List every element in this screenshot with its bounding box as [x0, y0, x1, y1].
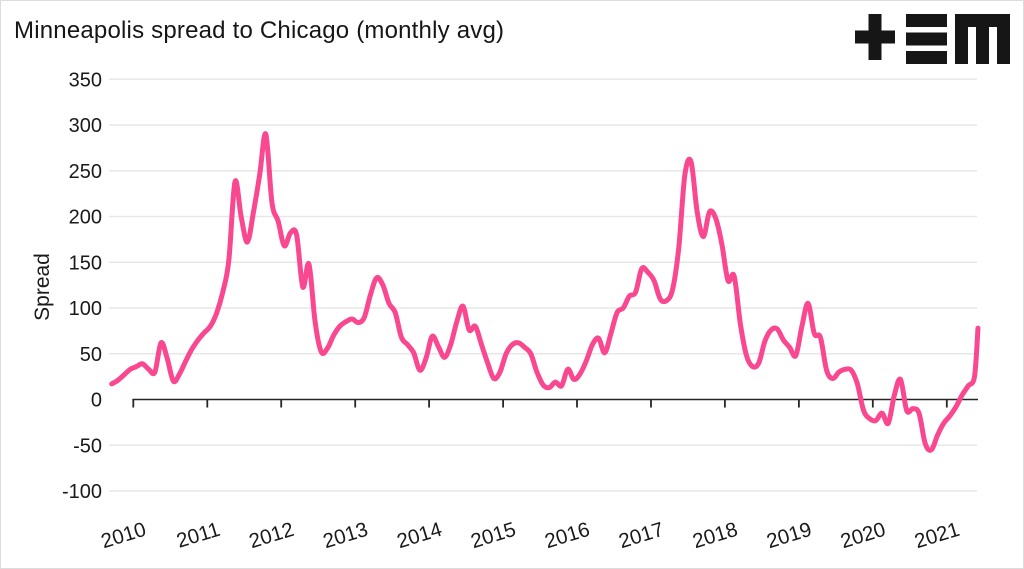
- y-axis-title: Spread: [31, 253, 54, 321]
- y-tick-label: -100: [62, 481, 102, 503]
- y-tick-label: 300: [69, 115, 102, 137]
- y-tick-label: -50: [73, 435, 102, 457]
- x-tick-label: 2011: [174, 518, 223, 553]
- x-tick-label: 2021: [912, 518, 962, 553]
- x-tick-label: 2018: [690, 518, 740, 553]
- spread-line: [109, 131, 981, 453]
- y-tick-label: 200: [69, 207, 102, 229]
- triple-bars-icon: [906, 14, 947, 64]
- x-tick-label: 2016: [542, 518, 592, 553]
- x-tick-label: 2014: [394, 518, 444, 553]
- x-tick-label: 2012: [246, 518, 296, 553]
- m-glyph-icon: [955, 14, 1010, 64]
- tem-logo: [855, 14, 1010, 64]
- x-tick-label: 2015: [468, 518, 518, 553]
- y-tick-label: 250: [69, 161, 102, 183]
- x-tick-label: 2019: [764, 518, 814, 553]
- y-tick-label: 50: [80, 344, 102, 366]
- y-tick-label: 350: [69, 69, 102, 91]
- x-tick-label: 2017: [616, 518, 666, 553]
- y-tick-label: 0: [91, 390, 102, 412]
- y-tick-label: 150: [69, 252, 102, 274]
- x-tick-label: 2013: [320, 518, 370, 553]
- plus-icon: [855, 14, 895, 60]
- x-tick-label: 2020: [838, 518, 888, 553]
- x-tick-label: 2010: [98, 518, 148, 553]
- y-tick-label: 100: [69, 298, 102, 320]
- chart-title: Minneapolis spread to Chicago (monthly a…: [14, 17, 505, 44]
